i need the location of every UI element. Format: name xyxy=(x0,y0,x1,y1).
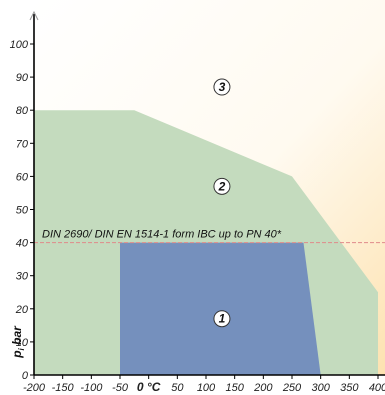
x-tick-label: -100 xyxy=(80,382,103,394)
y-tick-label: 80 xyxy=(16,105,29,117)
axes xyxy=(29,10,385,376)
zone-3-label: 3 xyxy=(219,80,226,94)
x-tick-label: 350 xyxy=(340,382,359,394)
zone-2-badge xyxy=(213,177,231,195)
x-tick-label: 200 xyxy=(253,382,273,394)
zone-labels: 1 2 3 xyxy=(213,78,231,328)
zone-3-badge xyxy=(213,78,231,96)
y-tick-label: 40 xyxy=(16,238,29,250)
zone-1-badge xyxy=(213,310,231,328)
y-tick-label: 50 xyxy=(16,205,29,217)
y-tick-label: 30 xyxy=(16,271,29,283)
y-axis-title-symbol: p xyxy=(10,350,24,358)
y-axis-ticks: 0 10 20 30 40 50 60 70 80 90 100 xyxy=(10,39,34,382)
x-tick-label: 0 °C xyxy=(137,380,161,394)
x-tick-label: 100 xyxy=(197,382,216,394)
y-tick-label: 100 xyxy=(10,39,29,51)
x-tick-label: 250 xyxy=(282,382,302,394)
zone-2-label: 2 xyxy=(218,179,226,193)
x-tick-label: -50 xyxy=(112,382,129,394)
y-tick-label: 10 xyxy=(16,337,29,349)
y-tick-label: 0 xyxy=(22,370,29,382)
x-axis-ticks: -200 -150 -100 -50 0 °C 50 100 150 200 250 300 350 4… xyxy=(23,375,385,394)
y-tick-label: 90 xyxy=(16,72,29,84)
y-axis-title: pi bar xyxy=(10,325,26,359)
y-axis-title-subscript: i xyxy=(17,347,26,350)
x-tick-label: -200 xyxy=(23,382,46,394)
x-tick-label: 300 xyxy=(311,382,330,394)
y-axis-title-unit: bar xyxy=(10,325,24,345)
y-tick-label: 20 xyxy=(15,304,29,316)
reference-line-label: DIN 2690/ DIN EN 1514-1 form IBC up to P… xyxy=(42,229,282,241)
x-tick-label: -150 xyxy=(52,382,75,394)
x-tick-label: 50 xyxy=(171,382,184,394)
y-axis-arrow-icon xyxy=(29,10,39,21)
y-tick-label: 70 xyxy=(16,138,29,150)
zone-1-label: 1 xyxy=(219,312,226,326)
x-tick-label: 150 xyxy=(225,382,244,394)
zone-1-region xyxy=(120,242,321,375)
x-tick-label: 400 xyxy=(369,382,385,394)
y-tick-label: 60 xyxy=(16,171,29,183)
